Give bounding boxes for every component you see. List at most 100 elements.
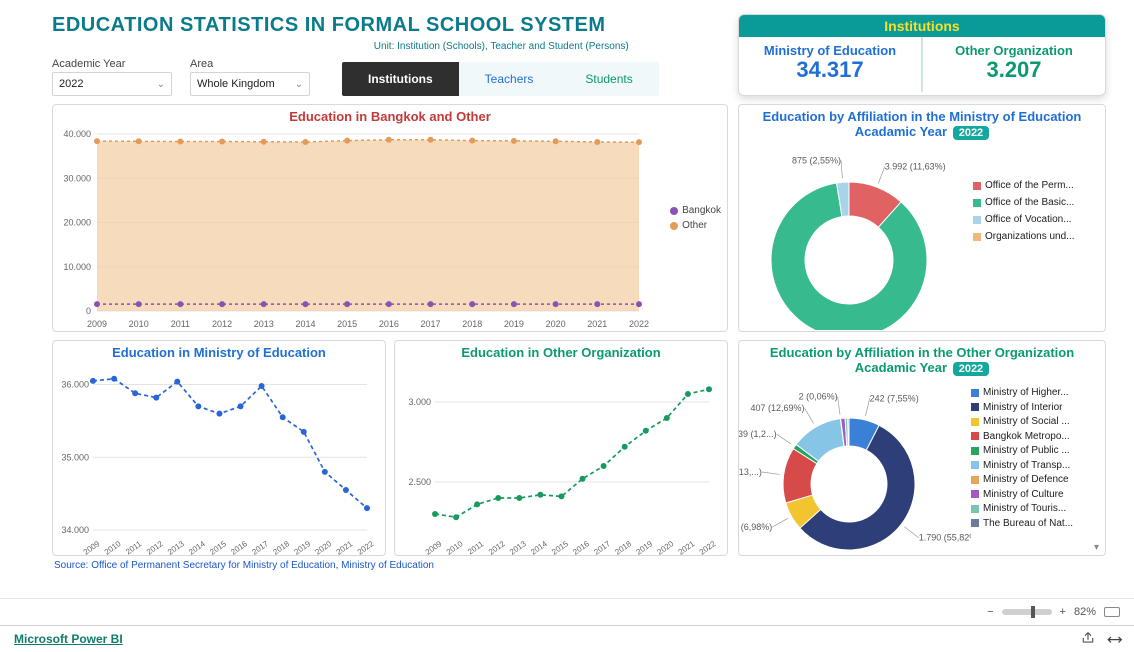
svg-text:2010: 2010 xyxy=(129,319,149,329)
chevron-down-icon: ⌄ xyxy=(157,79,165,90)
moe-chart[interactable]: 34.00035.00036.0002009201020112012201320… xyxy=(53,364,377,556)
panel-other-title: Education in Other Organization xyxy=(395,341,727,364)
legend-item: Ministry of Transp... xyxy=(971,460,1101,472)
area-filter[interactable]: Whole Kingdom ⌄ xyxy=(190,72,310,96)
svg-text:2020: 2020 xyxy=(656,539,676,556)
panel-bangkok-other: Education in Bangkok and Other 0 10.000 20… xyxy=(52,104,728,332)
kpi-moe-value: 34.317 xyxy=(739,58,921,82)
kpi-moe-label: Ministry of Education xyxy=(739,43,921,58)
svg-text:0: 0 xyxy=(86,306,91,316)
donut-other[interactable]: 242 (7,55%)1.790 (55,82%)224 (6,98%)438 … xyxy=(739,380,971,550)
svg-text:2012: 2012 xyxy=(145,539,165,556)
panel-moe-title: Education in Ministry of Education xyxy=(53,341,385,364)
svg-text:2017: 2017 xyxy=(421,319,441,329)
area-filter-value: Whole Kingdom xyxy=(197,78,275,90)
zoom-in-button[interactable]: + xyxy=(1060,606,1066,618)
kpi-card: Institutions Ministry of Education 34.31… xyxy=(738,14,1106,96)
svg-text:2018: 2018 xyxy=(613,539,633,556)
svg-text:2022: 2022 xyxy=(629,319,649,329)
svg-text:2019: 2019 xyxy=(292,539,312,556)
legend-item: Organizations und... xyxy=(973,231,1099,242)
share-icon[interactable] xyxy=(1081,631,1095,648)
svg-text:2021: 2021 xyxy=(587,319,607,329)
svg-text:2020: 2020 xyxy=(314,539,334,556)
svg-text:2017: 2017 xyxy=(250,539,270,556)
panel-bangkok-title: Education in Bangkok and Other xyxy=(53,105,727,128)
svg-text:2022: 2022 xyxy=(356,539,376,556)
kpi-other-value: 3.207 xyxy=(923,58,1105,82)
svg-text:3.992 (11,63%): 3.992 (11,63%) xyxy=(885,162,946,172)
svg-text:2015: 2015 xyxy=(337,319,357,329)
legend-item: Office of Vocation... xyxy=(973,214,1099,225)
tab-students[interactable]: Students xyxy=(559,62,658,96)
year-badge: 2022 xyxy=(953,362,989,376)
svg-text:2015: 2015 xyxy=(550,539,570,556)
chevron-down-icon: ⌄ xyxy=(295,79,303,90)
svg-text:2013: 2013 xyxy=(254,319,274,329)
zoom-bar: − + 82% xyxy=(0,598,1134,626)
svg-text:2013: 2013 xyxy=(508,539,528,556)
donut-moe[interactable]: 3.992 (11,63%)29.449 (85,81%)875 (2,55%) xyxy=(739,144,971,330)
panel-donut-moe: Education by Affiliation in the Ministry… xyxy=(738,104,1106,332)
svg-text:2012: 2012 xyxy=(212,319,232,329)
other-chart[interactable]: 2.5003.000200920102011201220132014201520… xyxy=(395,364,719,556)
svg-text:2014: 2014 xyxy=(187,539,207,556)
svg-text:2 (0,06%): 2 (0,06%) xyxy=(799,392,838,402)
panel-donut-other: Education by Affiliation in the Other Or… xyxy=(738,340,1106,556)
bangkok-chart[interactable]: 010.00020.00030.00040.000200920102011201… xyxy=(53,128,709,333)
zoom-pct: 82% xyxy=(1074,606,1096,618)
expand-icon[interactable]: ⤢ xyxy=(1104,629,1124,649)
kpi-other-label: Other Organization xyxy=(923,43,1105,58)
svg-text:2009: 2009 xyxy=(424,539,444,556)
svg-text:2016: 2016 xyxy=(379,319,399,329)
legend-item: Ministry of Interior xyxy=(971,402,1101,414)
svg-text:2.500: 2.500 xyxy=(408,477,431,487)
svg-text:2018: 2018 xyxy=(271,539,291,556)
svg-text:35.000: 35.000 xyxy=(61,452,89,462)
svg-text:224 (6,98%): 224 (6,98%) xyxy=(739,522,772,532)
svg-text:2020: 2020 xyxy=(546,319,566,329)
legend-item: Ministry of Defence xyxy=(971,474,1101,486)
svg-text:30.000: 30.000 xyxy=(63,173,91,183)
scroll-down-icon[interactable]: ▾ xyxy=(1094,542,1099,553)
svg-text:10.000: 10.000 xyxy=(63,262,91,272)
legend-bangkok: Bangkok xyxy=(670,205,721,216)
fit-page-icon[interactable] xyxy=(1104,607,1120,617)
donut-moe-title: Education by Affiliation in the Ministry… xyxy=(739,105,1105,144)
panel-other: Education in Other Organization 2.5003.0… xyxy=(394,340,728,556)
svg-text:2015: 2015 xyxy=(208,539,228,556)
tab-institutions[interactable]: Institutions xyxy=(342,62,459,96)
year-filter-label: Academic Year xyxy=(52,58,172,70)
zoom-out-button[interactable]: − xyxy=(987,606,993,618)
svg-text:2014: 2014 xyxy=(529,539,549,556)
donut-other-title: Education by Affiliation in the Other Or… xyxy=(739,341,1105,380)
svg-text:2010: 2010 xyxy=(445,539,465,556)
svg-text:39 (1,2...): 39 (1,2...) xyxy=(739,429,777,439)
legend-other: Other xyxy=(670,220,721,231)
svg-text:2022: 2022 xyxy=(698,539,718,556)
legend-item: Ministry of Social ... xyxy=(971,416,1101,428)
svg-text:2019: 2019 xyxy=(634,539,654,556)
svg-text:36.000: 36.000 xyxy=(61,380,89,390)
svg-text:2011: 2011 xyxy=(171,319,190,329)
powerbi-link[interactable]: Microsoft Power BI xyxy=(14,632,123,646)
svg-text:2011: 2011 xyxy=(466,539,486,556)
svg-text:2021: 2021 xyxy=(335,539,355,556)
zoom-slider[interactable] xyxy=(1002,609,1052,615)
year-filter-value: 2022 xyxy=(59,78,83,90)
legend-item: Office of the Perm... xyxy=(973,180,1099,191)
svg-text:2018: 2018 xyxy=(462,319,482,329)
svg-text:2009: 2009 xyxy=(87,319,107,329)
svg-text:875 (2,55%): 875 (2,55%) xyxy=(792,155,841,165)
svg-text:2016: 2016 xyxy=(229,539,249,556)
legend-item: Bangkok Metropo... xyxy=(971,431,1101,443)
year-filter[interactable]: 2022 ⌄ xyxy=(52,72,172,96)
panel-moe: Education in Ministry of Education 34.00… xyxy=(52,340,386,556)
svg-text:2017: 2017 xyxy=(592,539,612,556)
svg-text:40.000: 40.000 xyxy=(63,129,91,139)
tab-teachers[interactable]: Teachers xyxy=(459,62,560,96)
kpi-head: Institutions xyxy=(739,15,1105,37)
svg-text:242 (7,55%): 242 (7,55%) xyxy=(870,393,919,403)
svg-text:2019: 2019 xyxy=(504,319,524,329)
svg-text:34.000: 34.000 xyxy=(61,525,89,535)
